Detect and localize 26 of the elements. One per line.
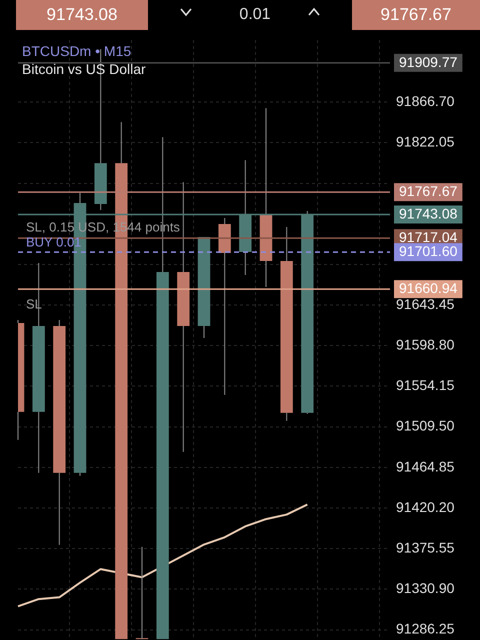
ref-line-label: 91660.94: [399, 280, 458, 296]
y-tick-label: 91375.55: [396, 539, 455, 556]
y-tick-label: 91330.90: [396, 580, 455, 596]
y-tick-label: 91420.20: [396, 498, 455, 515]
y-tick-label: 91866.70: [396, 92, 455, 109]
y-tick-label: 91598.80: [396, 336, 455, 352]
chart-title: BTCUSDm • M15: [22, 43, 132, 59]
candlestick: [280, 226, 293, 422]
annotation: BUY 0.01: [26, 234, 82, 250]
text: 91743.08: [16, 0, 148, 30]
y-tick-label: 91554.15: [396, 377, 455, 394]
candlestick: [218, 218, 231, 396]
y-tick-label: 91822.05: [396, 134, 455, 150]
y-tick-label: 91509.50: [396, 418, 455, 434]
ref-line-label: 91767.67: [399, 182, 458, 199]
text: 91767.67: [352, 0, 480, 30]
ref-line-label: 91909.77: [399, 54, 458, 70]
candlestick: [198, 237, 210, 338]
y-tick-label: 91464.85: [396, 458, 455, 474]
candlestick: [53, 320, 66, 546]
y-tick-label: 91286.25: [396, 620, 455, 637]
text: 0.01: [238, 5, 272, 25]
ref-line-label: 91701.60: [399, 243, 458, 260]
y-tick-label: 91643.45: [396, 296, 455, 312]
ref-line-label: 91717.04: [399, 229, 458, 246]
ref-line-label: 91743.08: [399, 205, 458, 222]
